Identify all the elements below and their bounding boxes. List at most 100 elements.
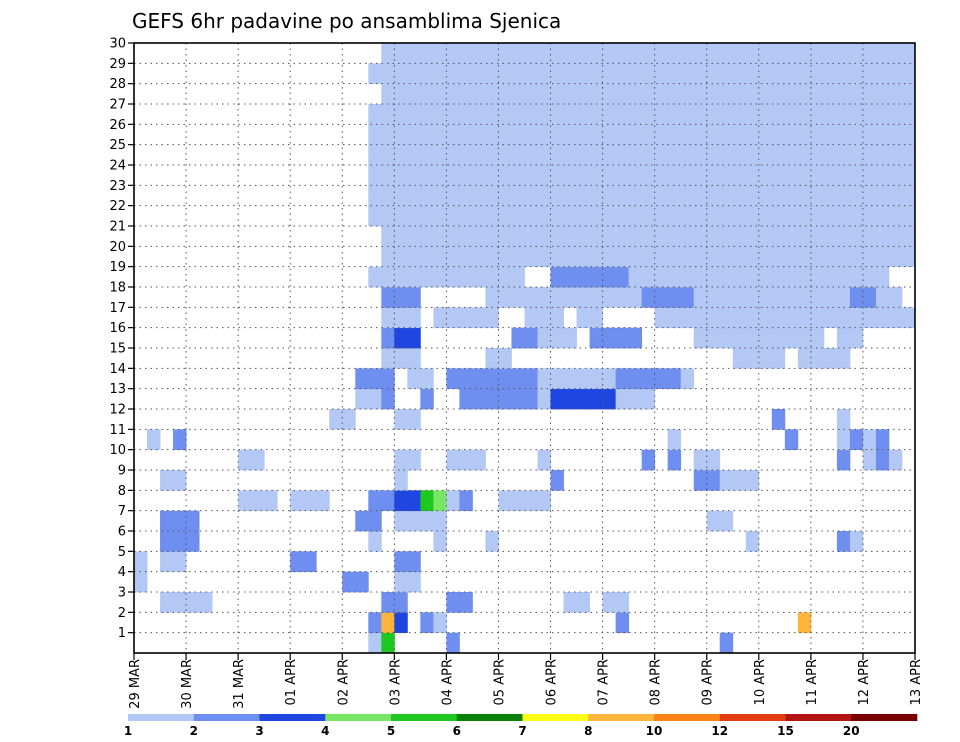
heatmap-cell (433, 205, 447, 227)
heatmap-cell (446, 165, 460, 186)
heatmap-cell (732, 226, 747, 247)
heatmap-cell (381, 368, 395, 390)
heatmap-cell (407, 63, 421, 85)
heatmap-cell (368, 185, 382, 207)
heatmap-cell (563, 205, 577, 227)
y-tick-label: 23 (109, 179, 126, 194)
heatmap-cell (511, 490, 525, 512)
legend-swatch (193, 714, 260, 721)
heatmap-cell (615, 388, 630, 410)
heatmap-cell (901, 307, 916, 329)
heatmap-cell (368, 388, 382, 410)
heatmap-cell (160, 510, 174, 532)
heatmap-cell (836, 43, 851, 64)
heatmap-cell (836, 327, 851, 349)
heatmap-cell (563, 165, 577, 186)
heatmap-cell (641, 266, 656, 288)
heatmap-cell (693, 470, 708, 491)
heatmap-cell (901, 205, 916, 227)
heatmap-cell (446, 83, 460, 105)
heatmap-cell (563, 327, 577, 349)
legend-swatch (654, 714, 721, 721)
heatmap-cell (888, 43, 903, 64)
heatmap-cell (732, 266, 747, 288)
x-tick-label: 01 APR (284, 659, 299, 705)
heatmap-cell (667, 449, 682, 471)
heatmap-cell (628, 327, 643, 349)
heatmap-cell (693, 266, 708, 288)
heatmap-cell (550, 205, 564, 227)
heatmap-cell (550, 185, 564, 207)
heatmap-cell (563, 104, 577, 125)
heatmap-cell (420, 83, 434, 105)
heatmap-cell (498, 185, 512, 207)
heatmap-cell (875, 205, 890, 227)
heatmap-cell (602, 63, 617, 85)
heatmap-cell (394, 470, 408, 491)
heatmap-cell (563, 246, 577, 268)
heatmap-cell (628, 287, 643, 308)
heatmap-cell (433, 63, 447, 85)
heatmap-cell (394, 165, 408, 186)
heatmap-cell (888, 307, 903, 329)
heatmap-cell (498, 43, 512, 64)
heatmap-cell (485, 205, 499, 227)
heatmap-cell (394, 327, 408, 349)
heatmap-cell (368, 510, 382, 532)
heatmap-cell (459, 592, 473, 613)
heatmap-cell (745, 226, 760, 247)
heatmap-cell (472, 124, 486, 146)
heatmap-cell (134, 571, 148, 593)
heatmap-cell (576, 266, 590, 288)
heatmap-cell (719, 470, 734, 491)
heatmap-cell (888, 185, 903, 207)
legend-swatch (456, 714, 523, 721)
heatmap-cell (511, 205, 525, 227)
heatmap-cell (602, 205, 617, 227)
y-tick-label: 5 (118, 545, 126, 560)
heatmap-cell (563, 43, 577, 64)
heatmap-cell (615, 592, 630, 613)
heatmap-cell (641, 104, 656, 125)
heatmap-cell (836, 205, 851, 227)
y-tick-label: 28 (109, 77, 126, 92)
heatmap-cell (706, 63, 721, 85)
heatmap-cell (875, 226, 890, 247)
heatmap-cell (394, 246, 408, 268)
heatmap-cells (134, 43, 916, 654)
heatmap-cell (407, 144, 421, 166)
heatmap-cell (654, 43, 669, 64)
heatmap-cell (784, 327, 799, 349)
heatmap-cell (771, 165, 786, 186)
heatmap-cell (706, 470, 721, 491)
heatmap-cell (602, 327, 617, 349)
heatmap-cell (888, 287, 903, 308)
heatmap-cell (758, 307, 773, 329)
heatmap-cell (615, 226, 630, 247)
heatmap-cell (849, 246, 864, 268)
heatmap-cell (511, 388, 525, 410)
heatmap-cell (446, 632, 460, 654)
heatmap-cell (862, 104, 877, 125)
heatmap-cell (368, 490, 382, 512)
legend-label: 7 (518, 724, 526, 738)
heatmap-cell (693, 287, 708, 308)
heatmap-cell (823, 144, 838, 166)
heatmap-cell (706, 124, 721, 146)
heatmap-cell (680, 287, 695, 308)
heatmap-cell (680, 368, 695, 390)
heatmap-cell (550, 43, 564, 64)
heatmap-cell (407, 226, 421, 247)
heatmap-cell (446, 592, 460, 613)
heatmap-cell (823, 43, 838, 64)
heatmap-cell (810, 266, 825, 288)
y-tick-label: 29 (109, 57, 126, 72)
heatmap-cell (537, 449, 551, 471)
heatmap-cell (680, 205, 695, 227)
heatmap-cell (537, 104, 551, 125)
heatmap-cell (589, 104, 603, 125)
heatmap-cell (797, 83, 812, 105)
heatmap-cell (602, 368, 617, 390)
heatmap-cell (589, 144, 603, 166)
heatmap-cell (290, 490, 304, 512)
